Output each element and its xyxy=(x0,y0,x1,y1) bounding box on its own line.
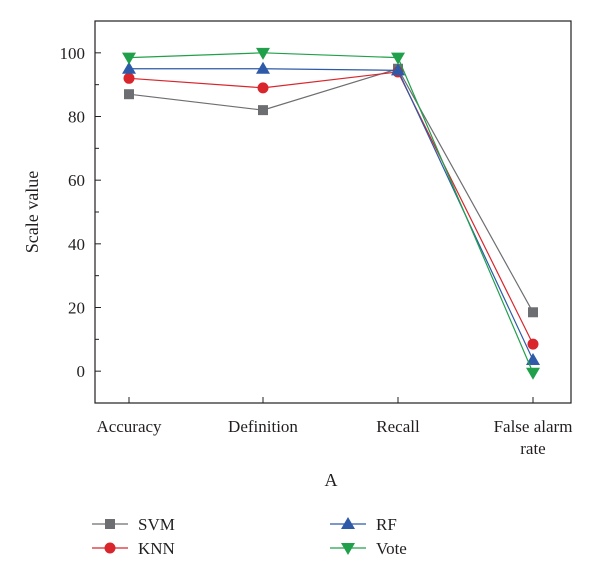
data-point-knn xyxy=(123,72,135,84)
legend-marker xyxy=(104,542,116,554)
data-point-rf xyxy=(256,61,270,74)
x-tick-label-line: False alarm xyxy=(494,417,573,436)
data-point-knn xyxy=(257,82,269,94)
data-point-svm xyxy=(528,307,538,318)
series-line-vote xyxy=(128,52,534,373)
data-point-vote xyxy=(526,367,540,380)
series-line-svm xyxy=(128,68,534,313)
x-tick-label: Recall xyxy=(376,417,420,436)
legend-label: RF xyxy=(376,515,397,534)
x-tick-label: Definition xyxy=(228,417,298,436)
x-tick-label-line: Recall xyxy=(376,417,420,436)
legend-item-svm: SVM xyxy=(92,515,175,534)
data-point-rf xyxy=(122,61,136,74)
y-tick-label: 100 xyxy=(60,44,86,63)
legend-item-vote: Vote xyxy=(330,539,407,558)
data-point-vote xyxy=(122,52,136,65)
legend-label: KNN xyxy=(138,539,175,558)
legend-marker xyxy=(341,543,355,555)
plot-area: 0 20 40 60 80 100 Accuracy Definition Recall Fals… xyxy=(22,20,573,490)
data-point-vote xyxy=(391,52,405,65)
y-tick-label: 60 xyxy=(68,171,85,190)
data-point-svm xyxy=(258,105,268,116)
y-tick-label: 40 xyxy=(68,235,85,254)
legend-marker xyxy=(341,517,355,529)
y-axis-title: Scale value xyxy=(22,171,42,253)
series-line-rf xyxy=(129,68,534,361)
x-tick-label-line: Definition xyxy=(228,417,298,436)
data-point-rf xyxy=(526,353,540,366)
y-tick-label: 20 xyxy=(68,299,85,318)
data-point-svm xyxy=(124,89,134,100)
x-tick-label-line: Accuracy xyxy=(96,417,162,436)
data-point-knn xyxy=(527,338,539,350)
x-tick-label: Accuracy xyxy=(96,417,162,436)
x-axis-title: A xyxy=(325,470,338,490)
legend-label: Vote xyxy=(376,539,407,558)
x-tick-label: False alarm rate xyxy=(494,417,573,458)
data-point-rf xyxy=(391,63,405,76)
y-tick-label: 0 xyxy=(77,362,86,381)
x-tick-label-line: rate xyxy=(520,439,545,458)
legend-label: SVM xyxy=(138,515,175,534)
legend: SVM KNN RF Vote xyxy=(92,515,407,558)
y-tick-label: 80 xyxy=(68,108,85,127)
plot-frame xyxy=(94,20,572,404)
data-point-vote xyxy=(256,47,270,60)
legend-item-knn: KNN xyxy=(92,539,175,558)
series-line-knn xyxy=(128,71,534,345)
legend-marker xyxy=(105,519,115,529)
legend-item-rf: RF xyxy=(330,515,397,534)
